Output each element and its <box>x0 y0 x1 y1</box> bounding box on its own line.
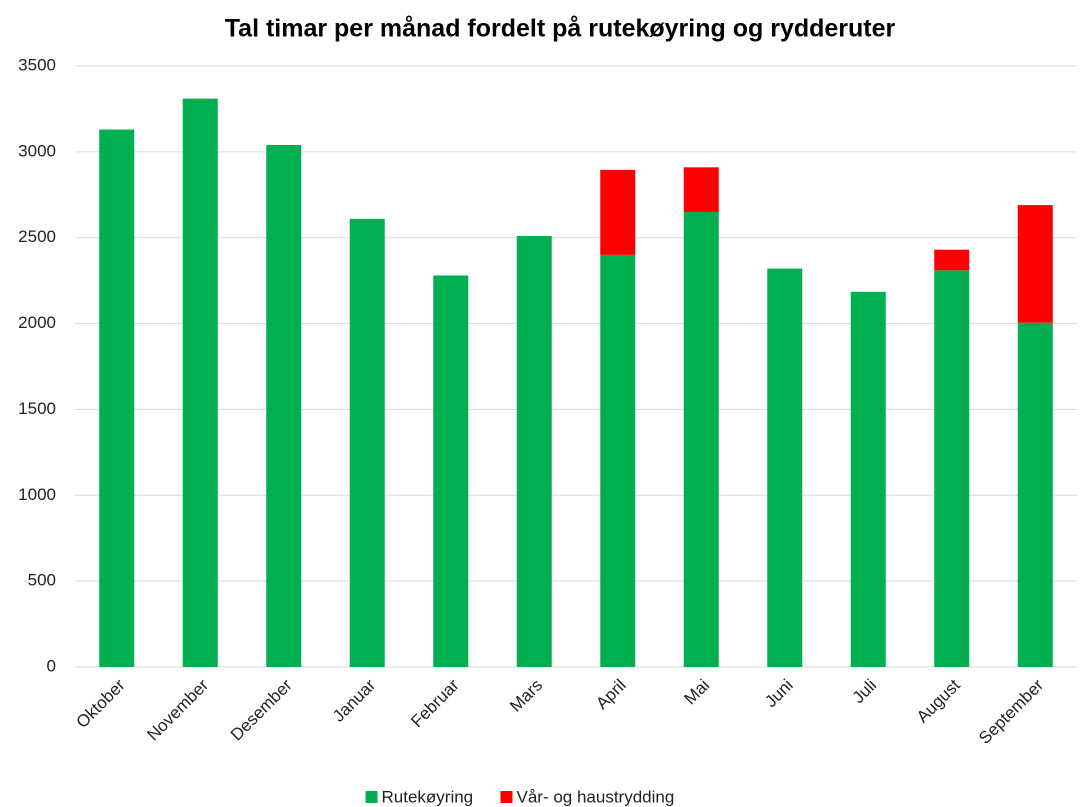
bar-segment <box>600 254 636 667</box>
legend-swatch <box>500 791 513 803</box>
y-tick-label: 0 <box>47 656 56 675</box>
y-tick-label: 3000 <box>18 141 56 160</box>
x-tick-label: August <box>913 675 964 726</box>
bar-segment <box>433 275 469 667</box>
y-tick-label: 2000 <box>18 313 56 332</box>
bar-segment <box>683 211 719 667</box>
bar-segment <box>349 218 385 667</box>
x-tick-label: November <box>143 675 212 744</box>
x-tick-label: Mai <box>680 676 713 709</box>
y-tick-label: 3500 <box>18 55 56 74</box>
x-tick-label: September <box>975 675 1047 747</box>
bar-segment <box>850 291 886 667</box>
bar-segment <box>767 268 803 667</box>
bar-segment <box>1017 322 1053 667</box>
y-tick-label: 1500 <box>18 399 56 418</box>
x-tick-label: Januar <box>329 675 379 725</box>
y-tick-label: 2500 <box>18 227 56 246</box>
chart-title: Tal timar per månad fordelt på rutekøyri… <box>225 15 896 43</box>
x-tick-label: Oktober <box>73 675 129 731</box>
y-tick-label: 1000 <box>18 485 56 504</box>
x-tick-label: Juli <box>849 676 880 707</box>
bar-segment <box>266 144 302 667</box>
legend-label: Vår- og haustrydding <box>517 787 675 806</box>
x-tick-label: Februar <box>407 675 463 731</box>
x-tick-label: April <box>592 676 629 713</box>
bar-segment <box>934 249 970 271</box>
bar-segment <box>182 98 218 667</box>
legend-label: Rutekøyring <box>382 787 474 806</box>
bar-segment <box>1017 205 1053 323</box>
x-tick-label: Juni <box>761 676 796 711</box>
bar-segment <box>600 169 636 255</box>
bar-segment <box>99 129 135 667</box>
bar-segment <box>683 167 719 212</box>
legend-swatch <box>365 791 378 803</box>
x-tick-label: Desember <box>227 675 296 744</box>
y-tick-label: 500 <box>28 571 56 590</box>
bar-segment <box>934 270 970 667</box>
x-tick-label: Mars <box>506 676 546 716</box>
bar-segment <box>516 235 552 668</box>
